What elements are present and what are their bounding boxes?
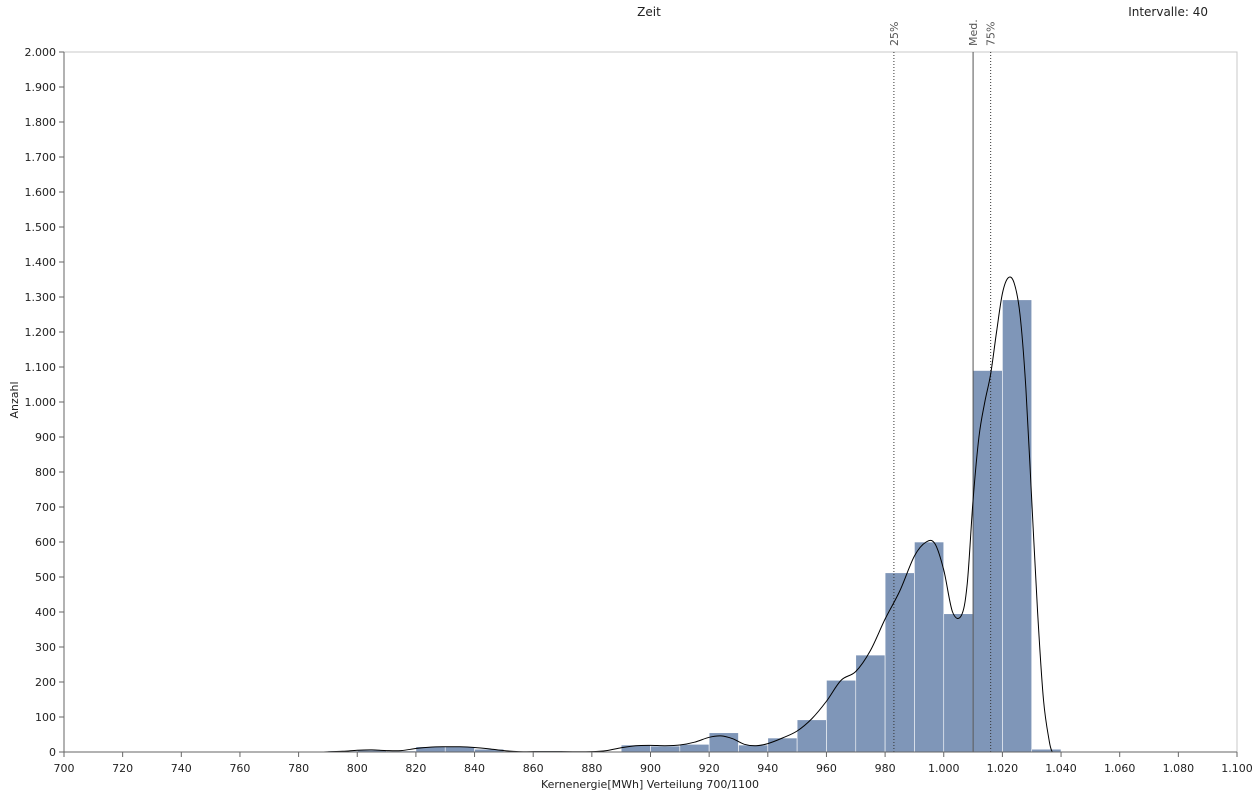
- y-tick-label: 300: [35, 641, 56, 654]
- x-axis-ticks: 700 720 740 760 780 800 820 840 860 880 900 920 940 9…: [54, 752, 1253, 775]
- x-tick-label: 1.080: [1163, 762, 1195, 775]
- histogram-bar: [884, 572, 915, 753]
- x-tick-label: 900: [640, 762, 661, 775]
- y-tick-label: 1.400: [25, 256, 57, 269]
- density-curve: [322, 276, 1053, 753]
- reference-line-label: 25%: [888, 22, 901, 46]
- x-tick-label: 920: [699, 762, 720, 775]
- x-tick-label: 960: [816, 762, 837, 775]
- y-tick-label: 400: [35, 606, 56, 619]
- histogram-bar: [972, 370, 1003, 753]
- y-tick-label: 700: [35, 501, 56, 514]
- histogram-bar: [796, 719, 827, 753]
- x-tick-label: 760: [229, 762, 250, 775]
- histogram-bar: [855, 654, 886, 753]
- y-tick-label: 100: [35, 711, 56, 724]
- histogram-bar: [708, 732, 739, 753]
- bars-group: [327, 299, 1062, 753]
- histogram-bar: [826, 679, 857, 753]
- x-tick-label: 1.000: [928, 762, 960, 775]
- y-tick-label: 1.800: [25, 116, 57, 129]
- y-tick-label: 1.600: [25, 186, 57, 199]
- x-tick-label: 800: [347, 762, 368, 775]
- x-tick-label: 980: [875, 762, 896, 775]
- y-axis-ticks: 0 100 200 300 400 500 600 700 800 900 1.000 1.100 1.…: [25, 46, 64, 759]
- y-tick-label: 0: [49, 746, 56, 759]
- y-tick-label: 1.300: [25, 291, 57, 304]
- histogram-bar: [767, 737, 798, 753]
- x-tick-label: 700: [54, 762, 75, 775]
- y-axis-label: Anzahl: [8, 381, 21, 418]
- y-tick-label: 500: [35, 571, 56, 584]
- x-tick-label: 720: [112, 762, 133, 775]
- histogram-bar: [943, 613, 974, 753]
- histogram-bar: [679, 743, 710, 753]
- histogram-bar: [650, 745, 681, 753]
- y-tick-label: 1.500: [25, 221, 57, 234]
- y-tick-label: 1.100: [25, 361, 57, 374]
- x-tick-label: 1.020: [987, 762, 1019, 775]
- y-tick-label: 1.000: [25, 396, 57, 409]
- x-tick-label: 1.060: [1104, 762, 1136, 775]
- reference-line-label: 75%: [985, 22, 998, 46]
- x-tick-label: 1.040: [1045, 762, 1077, 775]
- y-tick-label: 900: [35, 431, 56, 444]
- x-tick-label: 1.100: [1221, 762, 1253, 775]
- histogram-bar: [914, 541, 945, 753]
- intervals-label: Intervalle: 40: [1128, 5, 1208, 19]
- y-tick-label: 800: [35, 466, 56, 479]
- chart-title: Zeit: [637, 5, 661, 19]
- x-tick-label: 820: [405, 762, 426, 775]
- reference-line-label: Med.: [967, 19, 980, 46]
- y-tick-label: 1.700: [25, 151, 57, 164]
- x-tick-label: 940: [757, 762, 778, 775]
- y-tick-label: 1.200: [25, 326, 57, 339]
- x-tick-label: 780: [288, 762, 309, 775]
- x-tick-label: 840: [464, 762, 485, 775]
- x-tick-label: 740: [171, 762, 192, 775]
- plot-area-frame: [63, 51, 1238, 753]
- y-tick-label: 200: [35, 676, 56, 689]
- y-tick-label: 2.000: [25, 46, 57, 59]
- y-tick-label: 1.900: [25, 81, 57, 94]
- y-tick-label: 600: [35, 536, 56, 549]
- x-axis-label: Kernenergie[MWh] Verteilung 700/1100: [541, 778, 759, 791]
- histogram-bar: [1002, 299, 1033, 753]
- reference-lines-group: 25% Med. 75%: [888, 19, 998, 752]
- x-tick-label: 860: [523, 762, 544, 775]
- x-tick-label: 880: [581, 762, 602, 775]
